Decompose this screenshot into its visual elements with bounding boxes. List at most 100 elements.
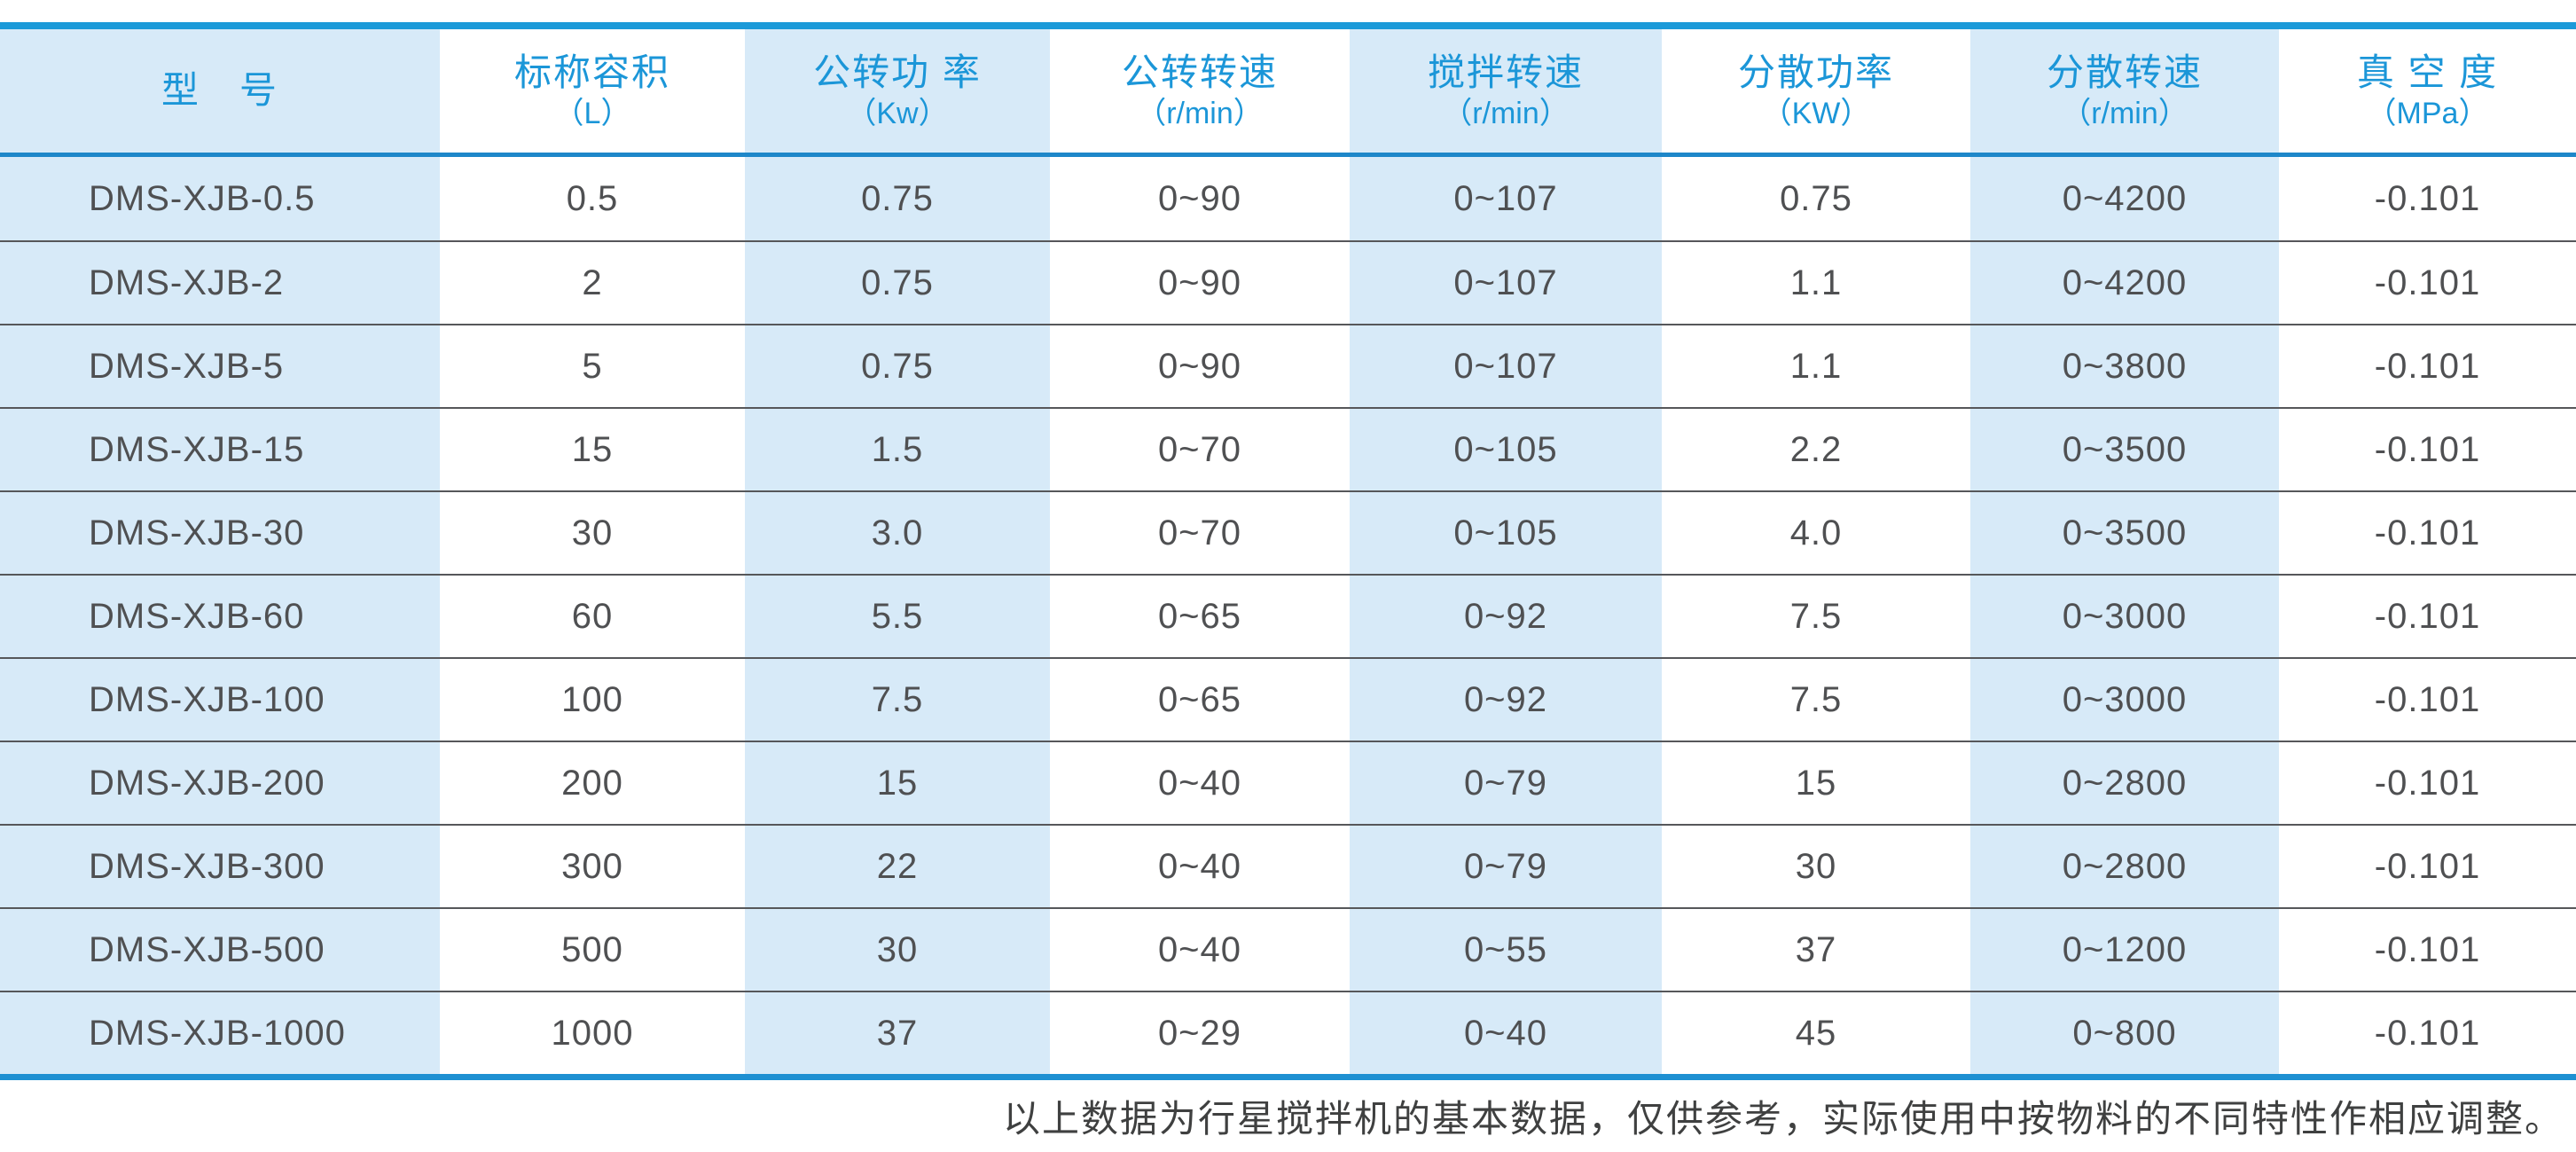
value-cell: 15 bbox=[1662, 742, 1970, 824]
value-cell: -0.101 bbox=[2279, 242, 2576, 324]
value-cell: -0.101 bbox=[2279, 576, 2576, 657]
value-cell: -0.101 bbox=[2279, 325, 2576, 407]
table-row: DMS-XJB-500 500 30 0~40 0~55 37 0~1200 -0.101 bbox=[0, 907, 2576, 991]
header-cell: 真 空 度（MPa） bbox=[2279, 29, 2576, 153]
header-cell: 公转功 率（Kw） bbox=[745, 29, 1050, 153]
value-cell: 0~70 bbox=[1050, 409, 1350, 490]
table-bottom-border bbox=[0, 1074, 2576, 1080]
column-label: 型 号 bbox=[161, 69, 278, 112]
top-margin bbox=[0, 0, 2576, 22]
value-cell: 0~2800 bbox=[1970, 826, 2279, 907]
value-cell: 0~40 bbox=[1050, 742, 1350, 824]
value-cell: 30 bbox=[745, 909, 1050, 991]
header-cell: 型 号 bbox=[0, 29, 440, 153]
value-cell: -0.101 bbox=[2279, 492, 2576, 574]
table-row: DMS-XJB-15 15 1.5 0~70 0~105 2.2 0~3500 -0.101 bbox=[0, 407, 2576, 490]
header-cell: 搅拌转速 （r/min） bbox=[1350, 29, 1662, 153]
value-cell: 3.0 bbox=[745, 492, 1050, 574]
column-unit: （L） bbox=[553, 96, 631, 130]
value-cell: 2.2 bbox=[1662, 409, 1970, 490]
header-separator bbox=[0, 153, 2576, 157]
value-cell: 0~92 bbox=[1350, 576, 1662, 657]
value-cell: 1.5 bbox=[745, 409, 1050, 490]
footer-note: 以上数据为行星搅拌机的基本数据，仅供参考，实际使用中按物料的不同特性作相应调整。 bbox=[1002, 1097, 2564, 1140]
value-cell: 4.0 bbox=[1662, 492, 1970, 574]
table-row: DMS-XJB-30 30 3.0 0~70 0~105 4.0 0~3500 -0.101 bbox=[0, 490, 2576, 574]
value-cell: 1.1 bbox=[1662, 325, 1970, 407]
value-cell: 0.75 bbox=[745, 325, 1050, 407]
value-cell: 30 bbox=[440, 492, 745, 574]
model-cell: DMS-XJB-100 bbox=[0, 659, 440, 741]
column-unit: （r/min） bbox=[2061, 96, 2188, 130]
value-cell: 0~2800 bbox=[1970, 742, 2279, 824]
value-cell: -0.101 bbox=[2279, 409, 2576, 490]
value-cell: 0~105 bbox=[1350, 409, 1662, 490]
column-label: 公转功 率 bbox=[813, 51, 982, 93]
value-cell: 0~40 bbox=[1050, 909, 1350, 991]
value-cell: 0.75 bbox=[1662, 157, 1970, 240]
value-cell: 37 bbox=[1662, 909, 1970, 991]
column-label: 搅拌转速 bbox=[1427, 51, 1584, 93]
model-cell: DMS-XJB-0.5 bbox=[0, 157, 440, 240]
header-cell: 公转转速 （r/min） bbox=[1050, 29, 1350, 153]
value-cell: 0~40 bbox=[1050, 826, 1350, 907]
table-row: DMS-XJB-300 300 22 0~40 0~79 30 0~2800 -0.101 bbox=[0, 824, 2576, 907]
table-row: DMS-XJB-0.5 0.5 0.75 0~90 0~107 0.75 0~4200 -0.… bbox=[0, 157, 2576, 240]
value-cell: 7.5 bbox=[1662, 659, 1970, 741]
column-label: 分散功率 bbox=[1737, 51, 1894, 93]
column-unit: （r/min） bbox=[1136, 96, 1264, 130]
value-cell: 0~107 bbox=[1350, 325, 1662, 407]
value-cell: -0.101 bbox=[2279, 909, 2576, 991]
model-cell: DMS-XJB-5 bbox=[0, 325, 440, 407]
value-cell: 0~4200 bbox=[1970, 242, 2279, 324]
value-cell: 0~90 bbox=[1050, 242, 1350, 324]
table-row: DMS-XJB-100 100 7.5 0~65 0~92 7.5 0~3000 -0.101 bbox=[0, 657, 2576, 741]
value-cell: 0~105 bbox=[1350, 492, 1662, 574]
header-cell: 分散功率 （KW） bbox=[1662, 29, 1970, 153]
value-cell: 60 bbox=[440, 576, 745, 657]
table-row: DMS-XJB-1000 1000 37 0~29 0~40 45 0~800 -0.101 bbox=[0, 991, 2576, 1074]
value-cell: 5.5 bbox=[745, 576, 1050, 657]
value-cell: 0~90 bbox=[1050, 157, 1350, 240]
value-cell: 0~29 bbox=[1050, 992, 1350, 1074]
value-cell: 0~70 bbox=[1050, 492, 1350, 574]
column-label: 真 空 度 bbox=[2356, 51, 2499, 93]
value-cell: 37 bbox=[745, 992, 1050, 1074]
value-cell: 1.1 bbox=[1662, 242, 1970, 324]
column-unit: （r/min） bbox=[1442, 96, 1570, 130]
value-cell: 200 bbox=[440, 742, 745, 824]
model-cell: DMS-XJB-30 bbox=[0, 492, 440, 574]
value-cell: 1000 bbox=[440, 992, 745, 1074]
value-cell: 0~3500 bbox=[1970, 492, 2279, 574]
value-cell: 0~55 bbox=[1350, 909, 1662, 991]
value-cell: 0~79 bbox=[1350, 742, 1662, 824]
value-cell: 7.5 bbox=[745, 659, 1050, 741]
model-cell: DMS-XJB-200 bbox=[0, 742, 440, 824]
model-cell: DMS-XJB-500 bbox=[0, 909, 440, 991]
value-cell: 0~800 bbox=[1970, 992, 2279, 1074]
value-cell: -0.101 bbox=[2279, 742, 2576, 824]
value-cell: 0.75 bbox=[745, 157, 1050, 240]
value-cell: 45 bbox=[1662, 992, 1970, 1074]
column-unit: （MPa） bbox=[2366, 96, 2489, 130]
table-body: DMS-XJB-0.5 0.5 0.75 0~90 0~107 0.75 0~4200 -0.… bbox=[0, 157, 2576, 1074]
value-cell: 0.75 bbox=[745, 242, 1050, 324]
value-cell: 0~90 bbox=[1050, 325, 1350, 407]
value-cell: 15 bbox=[440, 409, 745, 490]
column-unit: （Kw） bbox=[846, 96, 949, 130]
value-cell: -0.101 bbox=[2279, 157, 2576, 240]
model-cell: DMS-XJB-2 bbox=[0, 242, 440, 324]
value-cell: 0~65 bbox=[1050, 659, 1350, 741]
value-cell: 0~3000 bbox=[1970, 576, 2279, 657]
value-cell: 0~3000 bbox=[1970, 659, 2279, 741]
value-cell: 5 bbox=[440, 325, 745, 407]
value-cell: 30 bbox=[1662, 826, 1970, 907]
value-cell: 0.5 bbox=[440, 157, 745, 240]
value-cell: 100 bbox=[440, 659, 745, 741]
table-row: DMS-XJB-200 200 15 0~40 0~79 15 0~2800 -0.101 bbox=[0, 741, 2576, 824]
value-cell: 0~107 bbox=[1350, 157, 1662, 240]
table-row: DMS-XJB-2 2 0.75 0~90 0~107 1.1 0~4200 -0.101 bbox=[0, 240, 2576, 324]
value-cell: 0~79 bbox=[1350, 826, 1662, 907]
value-cell: 7.5 bbox=[1662, 576, 1970, 657]
